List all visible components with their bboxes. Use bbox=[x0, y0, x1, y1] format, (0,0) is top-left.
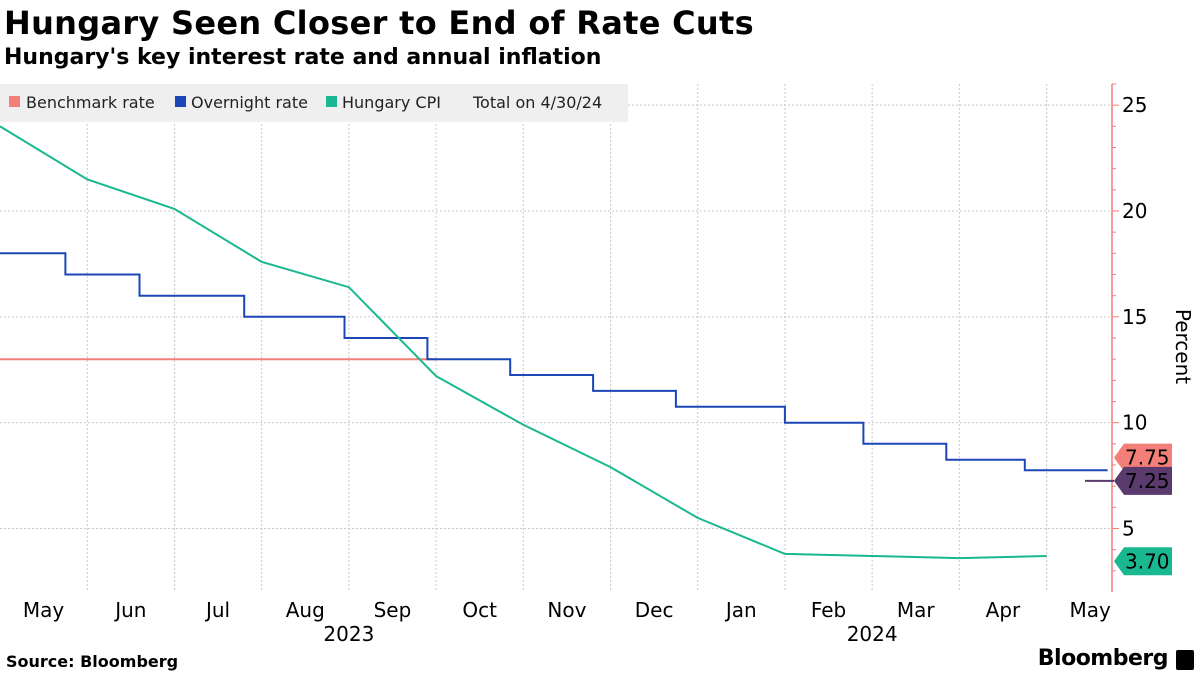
x-tick-label-oct-5: Oct bbox=[462, 598, 497, 622]
y-axis-title: Percent bbox=[1171, 309, 1195, 384]
last-value-label-overnight: 7.25 bbox=[1114, 466, 1172, 495]
series-lines bbox=[0, 125, 1108, 560]
x-year-label-2023: 2023 bbox=[323, 622, 374, 646]
y-tick-label-5: 5 bbox=[1122, 517, 1135, 541]
last-value-label-benchmark: 7.75 bbox=[1114, 443, 1172, 472]
x-tick-label-mar-10: Mar bbox=[897, 598, 936, 622]
x-tick-label-feb-9: Feb bbox=[811, 598, 846, 622]
x-tick-label-jun-1: Jun bbox=[113, 598, 146, 622]
last-value-label-cpi-shape bbox=[1114, 547, 1172, 576]
legend: Benchmark rate Overnight rate Hungary CP… bbox=[0, 84, 628, 122]
x-tick-label-nov-6: Nov bbox=[547, 598, 586, 622]
bloomberg-logo: Bloomberg bbox=[1037, 646, 1169, 671]
y-tick-label-25: 25 bbox=[1122, 93, 1147, 117]
series-line-cpi bbox=[0, 125, 1047, 560]
bloomberg-terminal-icon bbox=[1176, 650, 1194, 670]
x-tick-label-jan-8: Jan bbox=[724, 598, 757, 622]
gridlines bbox=[0, 84, 1112, 592]
legend-swatch-benchmark bbox=[9, 96, 20, 107]
x-tick-label-sep-4: Sep bbox=[374, 598, 412, 622]
source-note: Source: Bloomberg bbox=[6, 652, 179, 671]
x-tick-label-may-12: May bbox=[1070, 598, 1112, 622]
x-year-label-2024: 2024 bbox=[847, 622, 898, 646]
legend-label-overnight: Overnight rate bbox=[191, 93, 308, 112]
y-tick-label-20: 20 bbox=[1122, 199, 1147, 223]
x-tick-label-aug-3: Aug bbox=[286, 598, 325, 622]
x-tick-label-jul-2: Jul bbox=[204, 598, 230, 622]
series-line-overnight bbox=[0, 252, 1108, 472]
chart-title: Hungary Seen Closer to End of Rate Cuts bbox=[4, 4, 754, 42]
last-value-label-cpi-text: 3.70 bbox=[1125, 549, 1170, 573]
x-tick-label-may-0: May bbox=[23, 598, 65, 622]
x-tick-label-apr-11: Apr bbox=[986, 598, 1021, 622]
x-tick-label-dec-7: Dec bbox=[635, 598, 674, 622]
last-value-label-cpi: 3.70 bbox=[1114, 547, 1172, 576]
axes: 5 10 15 20 25 May Jun Jul Aug Sep Oct Nov Dec Jan Feb M… bbox=[23, 83, 1195, 646]
legend-total-note: Total on 4/30/24 bbox=[472, 93, 602, 112]
last-value-labels: 7.757.25 3.70 bbox=[1085, 443, 1172, 576]
last-value-label-benchmark-shape bbox=[1114, 443, 1172, 472]
legend-background bbox=[0, 84, 628, 122]
legend-swatch-cpi bbox=[326, 96, 337, 107]
chart-subtitle: Hungary's key interest rate and annual i… bbox=[4, 45, 602, 70]
legend-label-cpi: Hungary CPI bbox=[342, 93, 441, 112]
last-value-label-benchmark-text: 7.75 bbox=[1125, 446, 1170, 470]
y-tick-label-15: 15 bbox=[1122, 305, 1147, 329]
last-value-label-overnight-text: 7.25 bbox=[1125, 469, 1170, 493]
y-tick-label-10: 10 bbox=[1122, 411, 1147, 435]
legend-label-benchmark: Benchmark rate bbox=[26, 93, 155, 112]
legend-swatch-overnight bbox=[175, 96, 186, 107]
last-value-label-overnight-shape bbox=[1114, 466, 1172, 495]
